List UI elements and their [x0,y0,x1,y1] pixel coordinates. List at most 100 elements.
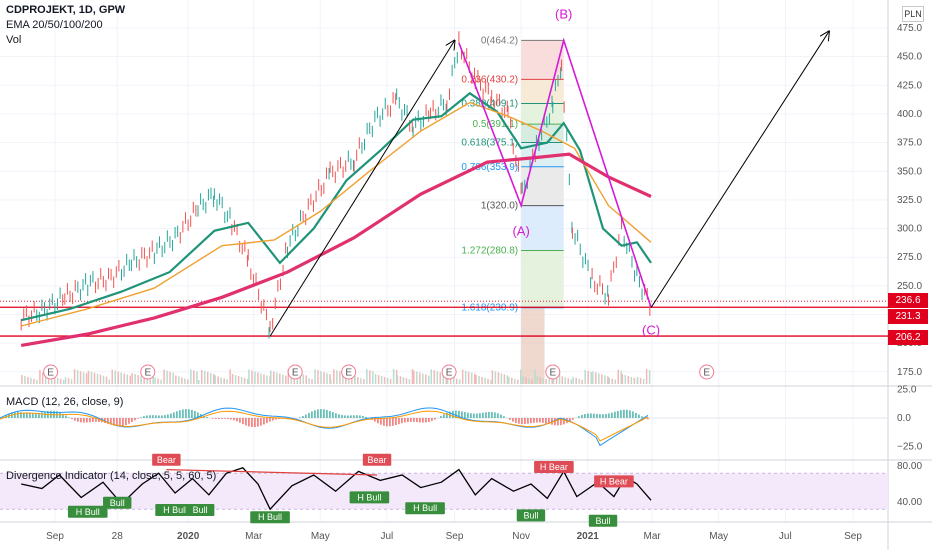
price-tag-206-2: 206.2 [888,330,928,345]
earnings-circle [140,364,156,380]
macd-hist-bar [266,418,268,424]
earnings-marker-1: E [140,364,156,380]
macd-hist-bar [146,415,148,418]
volume-bar [204,370,206,384]
ema-legend[interactable]: EMA 20/50/100/200 [6,19,103,31]
volume-bar [396,375,399,384]
fib-zone [521,166,564,206]
volume-bar [207,371,209,384]
price-tag-236-6: 236.6 [888,293,928,308]
divergence-signal-7: H Bull [349,491,390,504]
volume-bar [169,371,171,384]
volume-bar [311,379,313,384]
fib-label-0: 0(464.2) [481,35,518,46]
divergence-signal-1: Bull [103,496,132,509]
volume-bar [166,370,168,384]
macd-hist-bar [509,418,511,420]
volume-bar [39,369,41,384]
macd-hist-bar [503,416,505,418]
volume-bar [59,378,62,384]
macd-hist-bar [92,418,94,422]
volume-bar [395,370,398,384]
macd-hist-bar [455,410,457,418]
volume-bar [630,377,633,384]
volume-bar [273,371,275,384]
signal-text: Bull [596,516,611,526]
earnings-marker-0: E [43,364,59,380]
volume-bar [572,376,574,384]
symbol-legend[interactable]: CDPROJEKT, 1D, GPW [6,4,126,16]
volume-bar [251,370,253,384]
volume-bar [157,378,159,384]
macd-hist-bar [344,415,346,418]
macd-hist-bar [524,418,526,425]
macd-hist-bar [272,418,274,421]
earnings-label: E [47,368,54,379]
volume-bar [85,373,88,384]
volume-bar [30,377,32,384]
volume-legend[interactable]: Vol [6,34,22,46]
volume-bar [475,374,477,384]
macd-hist-bar [215,418,217,419]
currency-button[interactable]: PLN [902,6,924,22]
macd-hist-bar [545,418,547,424]
macd-hist-bar [329,410,331,418]
volume-bar [374,374,377,384]
volume-bar [578,378,580,384]
macd-hist-bar [332,412,334,418]
macd-hist-bar [560,418,562,426]
volume-bar [134,374,136,384]
macd-hist-bar [608,413,610,418]
signal-text: Bear [368,455,387,465]
signal-text: H Bear [540,462,568,472]
macd-hist-bar [320,409,322,418]
macd-hist-bar [617,410,619,418]
volume-bar [229,369,231,384]
macd-hist-bar [470,413,472,418]
macd-hist-bar [593,413,595,418]
macd-hist-bar [38,412,40,418]
macd-hist-bar [182,409,184,418]
macd-hist-bar [584,414,586,418]
macd-legend[interactable]: MACD (12, 26, close, 9) [6,396,124,408]
wave-label-a: (A) [512,224,529,239]
macd-hist-bar [188,409,190,418]
volume-bar [449,376,452,384]
x-axis-label-6: Sep [446,531,464,542]
macd-hist-bar [440,416,442,418]
x-axis-label-7: Nov [512,531,530,542]
earnings-label: E [446,368,453,379]
volume-bar [446,375,449,384]
macd-hist-bar [71,418,73,420]
signal-box [349,491,390,504]
macd-hist-bar [482,412,484,418]
divergence-signal-9: Bull [516,509,546,522]
signal-box [405,502,445,515]
volume-bar [539,377,541,384]
macd-hist-bar [338,414,340,418]
macd-hist-bar [635,412,637,418]
macd-hist-bar [605,413,607,418]
macd-hist-bar [32,413,34,418]
volume-bar [511,377,513,384]
macd-hist-bar [218,418,220,419]
fib-label-6: 1(320.0) [481,201,518,212]
volume-bar [140,376,142,384]
volume-bar [467,371,470,384]
divergence-legend[interactable]: Divergence Indicator (14, close, 5, 5, 6… [6,470,217,482]
macd-hist-bar [314,410,316,418]
volume-bar [372,371,374,384]
macd-hist-bar [632,411,634,418]
macd-hist-bar [236,418,238,422]
volume-bar [354,376,356,384]
volume-bar [428,375,430,384]
macd-hist-bar [35,413,37,418]
volume-bar [117,371,119,384]
volume-bar [592,371,594,384]
volume-bar [187,379,189,384]
volume-bar [617,369,619,384]
macd-hist-bar [641,416,643,418]
macd-hist-bar [488,411,490,418]
macd-hist-bar [413,418,415,422]
